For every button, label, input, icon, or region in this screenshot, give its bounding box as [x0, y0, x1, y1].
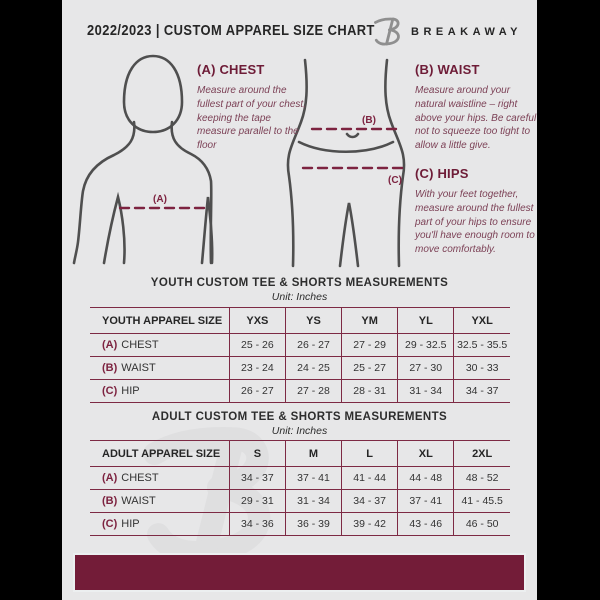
row-prefix: (B)	[102, 495, 118, 507]
cell-value: 41 - 44	[341, 466, 399, 490]
youth-section-title: YOUTH CUSTOM TEE & SHORTS MEASUREMENTS	[150, 277, 449, 289]
row-label: (A) CHEST	[90, 466, 230, 490]
footer-accent-bar	[73, 553, 526, 592]
row-prefix: (B)	[102, 362, 118, 374]
cell-value: 31 - 34	[397, 379, 455, 403]
column-header: YM	[341, 307, 399, 334]
waist-marker-label: (B)	[362, 115, 376, 126]
cell-value: 25 - 26	[228, 333, 286, 357]
table-row-hip: (C) HIP 34 - 36 36 - 39 39 - 42 43 - 46 4…	[90, 512, 510, 536]
cell-value: 48 - 52	[453, 466, 510, 490]
hips-heading: (C) HIPS	[415, 166, 469, 181]
cell-value: 36 - 39	[284, 512, 343, 536]
chest-marker-label: (A)	[153, 194, 167, 205]
cell-value: 29 - 32.5	[397, 333, 455, 357]
waist-instructions: (B) WAIST Measure around your natural wa…	[415, 62, 537, 153]
table-row-hip: (C) HIP 26 - 27 27 - 28 28 - 31 31 - 34 3…	[90, 379, 510, 403]
row-label: (B) WAIST	[90, 356, 230, 380]
column-header: L	[341, 440, 399, 467]
page-title: 2022/2023 | CUSTOM APPAREL SIZE CHART	[87, 22, 375, 39]
cell-value: 31 - 34	[284, 489, 343, 513]
column-header: YXS	[228, 307, 286, 334]
cell-value: 25 - 27	[341, 356, 399, 380]
cell-value: 24 - 25	[284, 356, 343, 380]
row-label-text: CHEST	[121, 339, 159, 351]
breakaway-logo-icon	[374, 17, 400, 46]
row-label: (B) WAIST	[90, 489, 230, 513]
row-prefix: (A)	[102, 339, 118, 351]
cell-value: 37 - 41	[397, 489, 455, 513]
chest-instructions: (A) CHEST Measure around the fullest par…	[197, 62, 309, 153]
row-label-text: WAIST	[121, 362, 156, 374]
cell-value: 26 - 27	[228, 379, 286, 403]
adult-header-row: ADULT APPAREL SIZE S M L XL 2XL	[90, 440, 510, 467]
youth-unit-label: Unit: Inches	[271, 291, 328, 303]
cell-value: 23 - 24	[228, 356, 286, 380]
row-prefix: (A)	[102, 472, 118, 484]
adult-section-title: ADULT CUSTOM TEE & SHORTS MEASUREMENTS	[151, 411, 448, 423]
row-label-text: HIP	[121, 518, 140, 530]
row-label-text: WAIST	[121, 495, 156, 507]
column-header: YOUTH APPAREL SIZE	[90, 307, 230, 334]
cell-value: 46 - 50	[453, 512, 510, 536]
column-header: S	[228, 440, 286, 467]
cell-value: 26 - 27	[284, 333, 343, 357]
cell-value: 41 - 45.5	[453, 489, 510, 513]
waist-heading: (B) WAIST	[415, 62, 480, 77]
cell-value: 27 - 29	[341, 333, 399, 357]
chest-heading: (A) CHEST	[197, 62, 265, 77]
lower-body-figure: (B) (C)	[286, 58, 408, 268]
cell-value: 27 - 28	[284, 379, 343, 403]
adult-size-table: ADULT APPAREL SIZE S M L XL 2XL (A) CHEST…	[90, 440, 510, 536]
row-prefix: (C)	[102, 518, 118, 530]
cell-value: 43 - 46	[397, 512, 455, 536]
row-prefix: (C)	[102, 385, 118, 397]
cell-value: 28 - 31	[341, 379, 399, 403]
row-label: (C) HIP	[90, 379, 230, 403]
hips-instructions: (C) HIPS With your feet together, measur…	[415, 166, 537, 257]
cell-value: 44 - 48	[397, 466, 455, 490]
cell-value: 34 - 36	[228, 512, 286, 536]
cell-value: 29 - 31	[228, 489, 286, 513]
hips-body-text: With your feet together, measure around …	[415, 189, 535, 256]
hips-marker-label: (C)	[388, 175, 402, 186]
torso-figure: (A)	[72, 54, 214, 265]
cell-value: 27 - 30	[397, 356, 455, 380]
youth-header-row: YOUTH APPAREL SIZE YXS YS YM YL YXL	[90, 307, 510, 334]
table-row-chest: (A) CHEST 25 - 26 26 - 27 27 - 29 29 - 32…	[90, 333, 510, 357]
row-label-text: CHEST	[121, 472, 159, 484]
cell-value: 37 - 41	[284, 466, 343, 490]
brand-name: BREAKAWAY	[411, 26, 522, 38]
flyer-page: 2022/2023 | CUSTOM APPAREL SIZE CHART BR…	[62, 0, 537, 600]
cell-value: 34 - 37	[228, 466, 286, 490]
youth-size-table: YOUTH APPAREL SIZE YXS YS YM YL YXL (A) C…	[90, 307, 510, 403]
column-header: ADULT APPAREL SIZE	[90, 440, 230, 467]
column-header: 2XL	[453, 440, 510, 467]
cell-value: 34 - 37	[453, 379, 510, 403]
column-header: M	[284, 440, 343, 467]
table-row-waist: (B) WAIST 23 - 24 24 - 25 25 - 27 27 - 30…	[90, 356, 510, 380]
column-header: XL	[397, 440, 455, 467]
row-label-text: HIP	[121, 385, 140, 397]
table-row-chest: (A) CHEST 34 - 37 37 - 41 41 - 44 44 - 48…	[90, 466, 510, 490]
column-header: YS	[284, 307, 343, 334]
cell-value: 34 - 37	[341, 489, 399, 513]
table-row-waist: (B) WAIST 29 - 31 31 - 34 34 - 37 37 - 41…	[90, 489, 510, 513]
adult-unit-label: Unit: Inches	[271, 425, 328, 437]
row-label: (A) CHEST	[90, 333, 230, 357]
cell-value: 39 - 42	[341, 512, 399, 536]
cell-value: 32.5 - 35.5	[453, 333, 510, 357]
cell-value: 30 - 33	[453, 356, 510, 380]
row-label: (C) HIP	[90, 512, 230, 536]
column-header: YL	[397, 307, 455, 334]
chest-body-text: Measure around the fullest part of your …	[197, 85, 306, 152]
waist-body-text: Measure around your natural waistline – …	[415, 85, 537, 152]
column-header: YXL	[453, 307, 510, 334]
